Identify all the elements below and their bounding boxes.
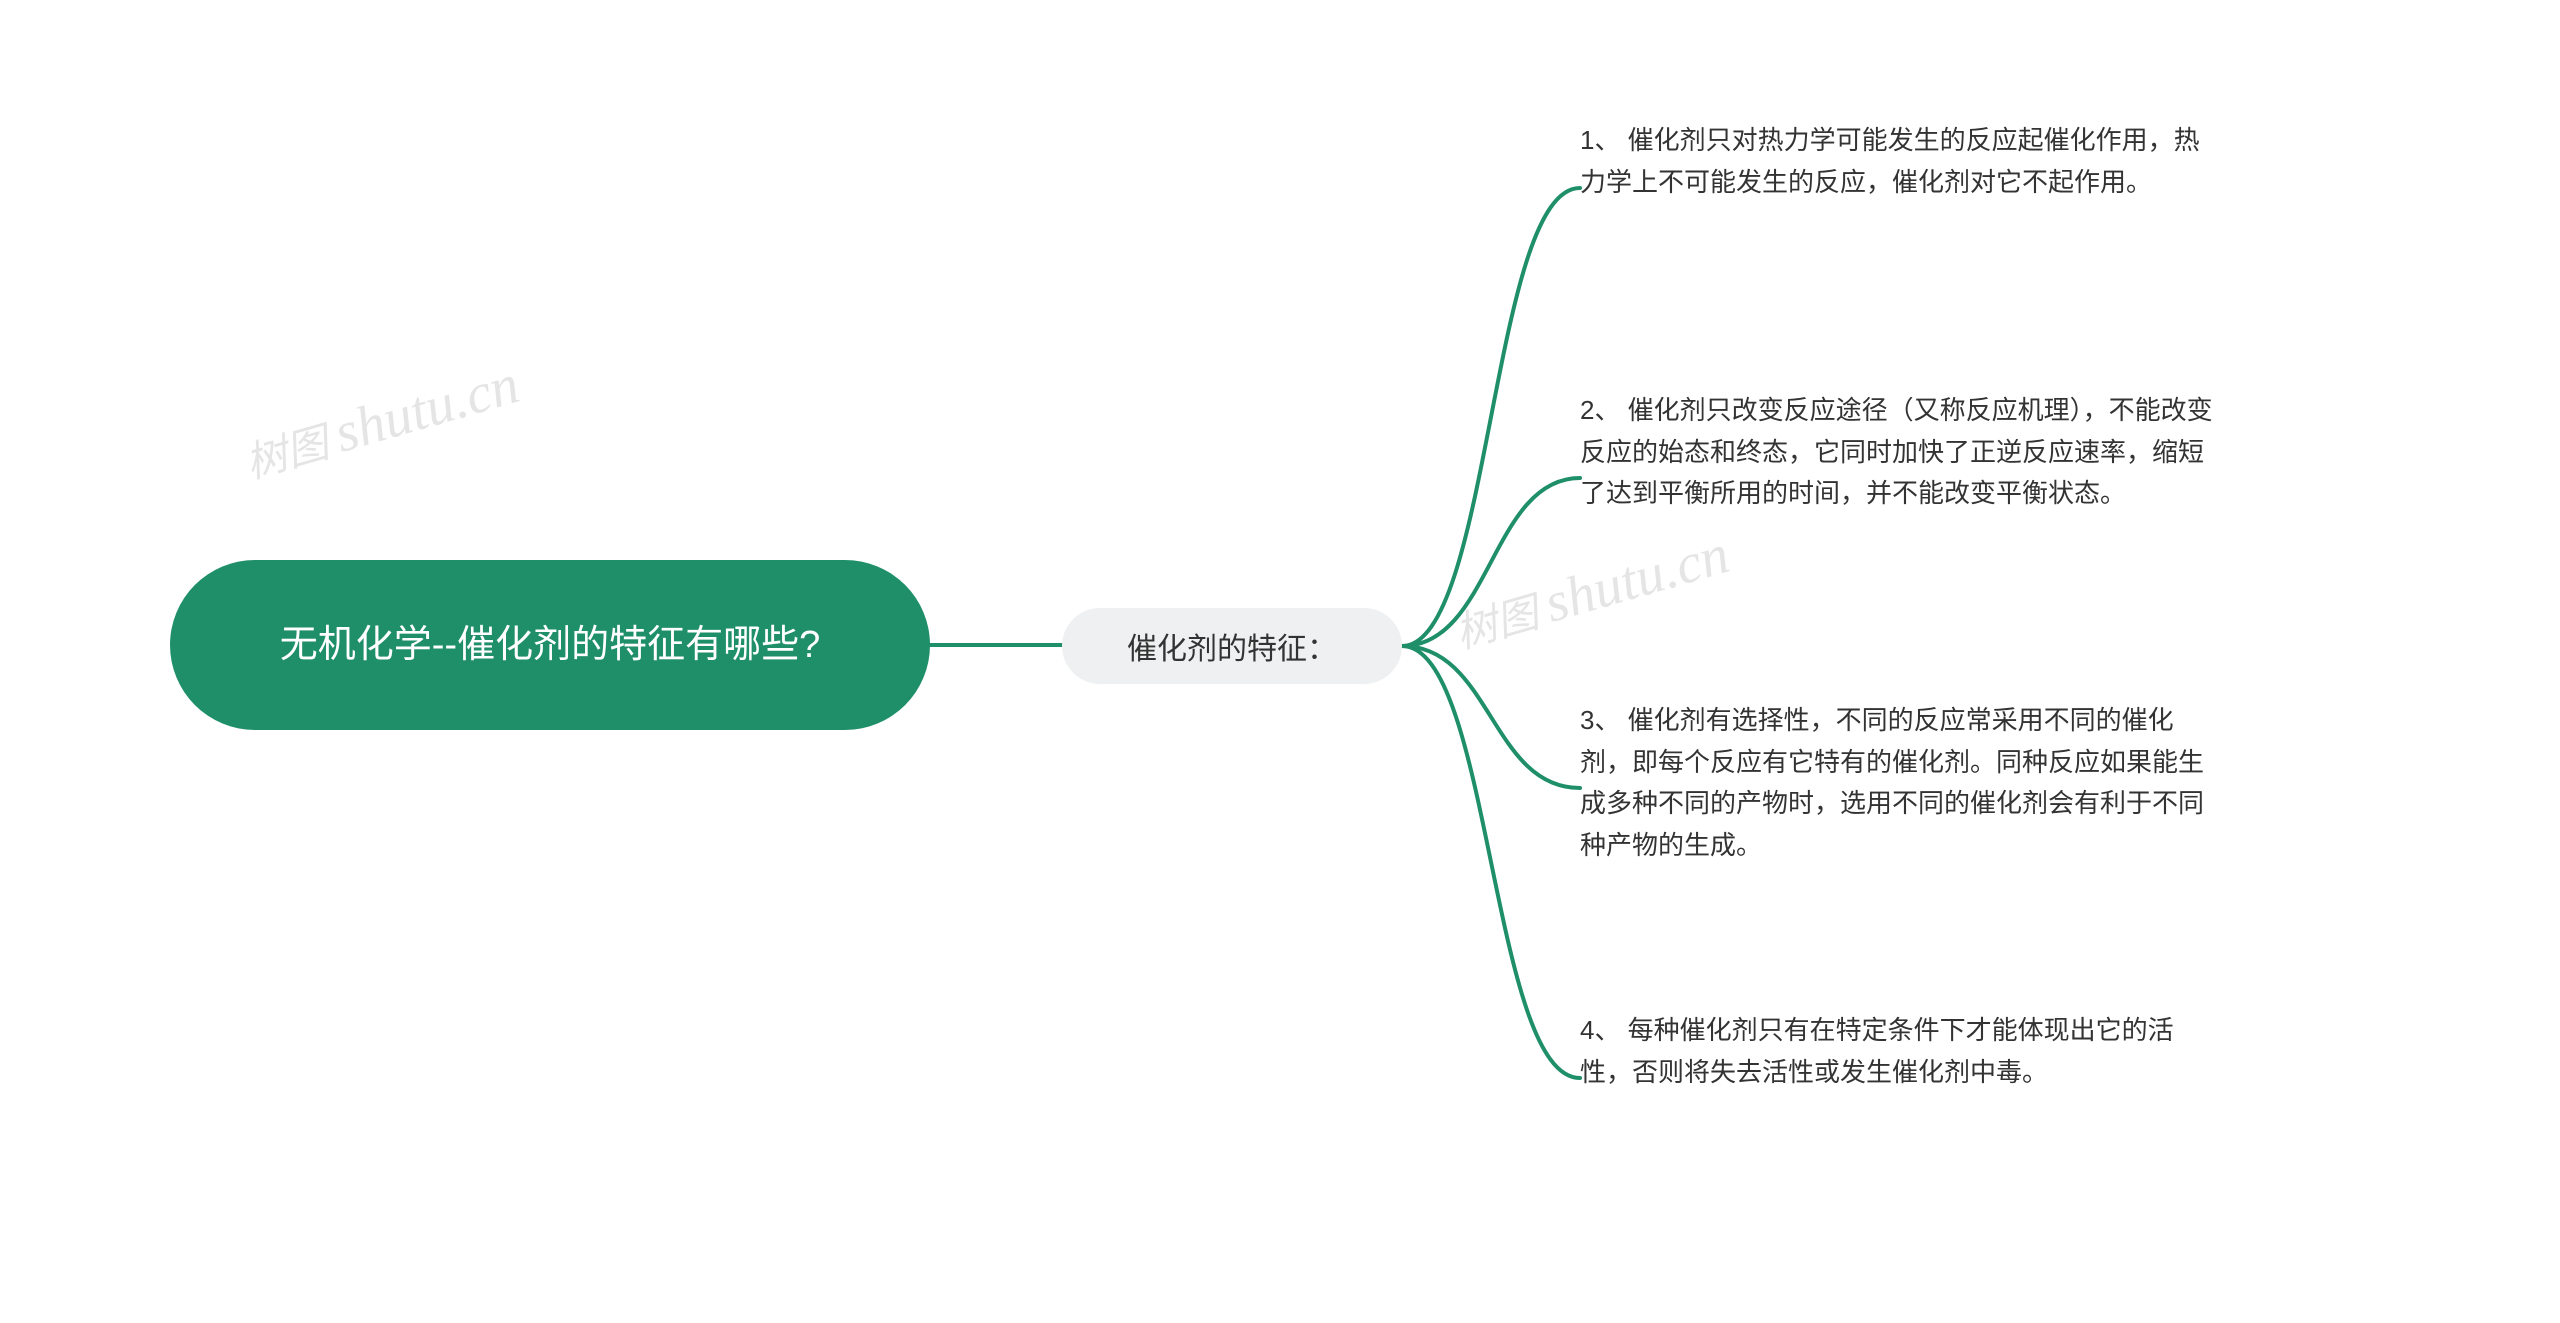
watermark: 树图 shutu.cn	[1447, 522, 1736, 661]
watermark-text: shutu.cn	[328, 353, 526, 464]
connector-path	[1402, 646, 1580, 1078]
watermark-prefix: 树图	[241, 418, 345, 488]
watermark-prefix: 树图	[1451, 588, 1555, 658]
watermark-text: shutu.cn	[1538, 523, 1736, 634]
leaf-node-text: 4、 每种催化剂只有在特定条件下才能体现出它的活性，否则将失去活性或发生催化剂中…	[1580, 1015, 2174, 1087]
leaf-node: 2、 催化剂只改变反应途径（又称反应机理），不能改变反应的始态和终态，它同时加快…	[1580, 390, 2220, 515]
mid-node-text: 催化剂的特征：	[1127, 624, 1337, 668]
watermark: 树图 shutu.cn	[237, 352, 526, 491]
connector-path	[1402, 646, 1580, 788]
root-node: 无机化学--催化剂的特征有哪些?	[170, 560, 930, 730]
root-node-text: 无机化学--催化剂的特征有哪些?	[280, 617, 820, 674]
connector-path	[1402, 478, 1580, 646]
leaf-node-text: 2、 催化剂只改变反应途径（又称反应机理），不能改变反应的始态和终态，它同时加快…	[1580, 395, 2213, 508]
leaf-node: 1、 催化剂只对热力学可能发生的反应起催化作用，热力学上不可能发生的反应，催化剂…	[1580, 120, 2220, 203]
mid-node: 催化剂的特征：	[1062, 608, 1402, 684]
connector-path	[1402, 188, 1580, 646]
leaf-node-text: 1、 催化剂只对热力学可能发生的反应起催化作用，热力学上不可能发生的反应，催化剂…	[1580, 125, 2200, 197]
mindmap-canvas: 无机化学--催化剂的特征有哪些? 催化剂的特征： 1、 催化剂只对热力学可能发生…	[0, 0, 2560, 1323]
leaf-node-text: 3、 催化剂有选择性，不同的反应常采用不同的催化剂，即每个反应有它特有的催化剂。…	[1580, 705, 2204, 860]
leaf-node: 3、 催化剂有选择性，不同的反应常采用不同的催化剂，即每个反应有它特有的催化剂。…	[1580, 700, 2220, 866]
leaf-node: 4、 每种催化剂只有在特定条件下才能体现出它的活性，否则将失去活性或发生催化剂中…	[1580, 1010, 2220, 1093]
